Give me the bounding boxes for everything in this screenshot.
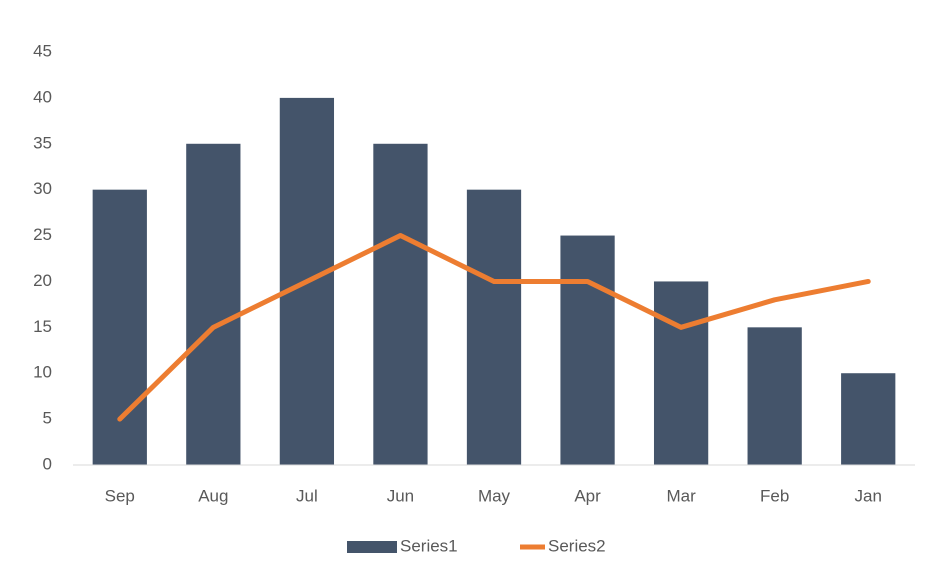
y-tick-label: 5	[43, 409, 52, 428]
y-tick-label: 30	[33, 179, 52, 198]
legend-label: Series1	[400, 536, 458, 555]
bar	[747, 327, 802, 465]
y-tick-label: 45	[33, 41, 52, 60]
x-tick-label: Mar	[666, 486, 696, 505]
legend-label: Series2	[548, 536, 606, 555]
legend-swatch	[347, 541, 397, 553]
bar	[841, 373, 896, 465]
x-tick-label: Sep	[105, 486, 135, 505]
x-tick-label: Aug	[198, 486, 228, 505]
x-tick-label: May	[478, 486, 511, 505]
y-tick-label: 10	[33, 363, 52, 382]
x-tick-label: Jun	[387, 486, 414, 505]
bar	[92, 189, 147, 465]
y-tick-label: 25	[33, 225, 52, 244]
bar	[186, 143, 241, 465]
bar	[373, 143, 428, 465]
y-tick-label: 35	[33, 133, 52, 152]
bar	[560, 235, 615, 465]
x-tick-label: Jul	[296, 486, 318, 505]
x-tick-label: Feb	[760, 486, 789, 505]
line	[117, 233, 871, 422]
y-tick-label: 0	[43, 454, 52, 473]
x-tick-label: Jan	[855, 486, 882, 505]
bar	[466, 189, 522, 465]
x-tick-label: Apr	[574, 486, 601, 505]
y-tick-label: 15	[33, 317, 52, 336]
y-tick-label: 40	[33, 87, 52, 106]
bar	[653, 281, 709, 465]
y-tick-label: 20	[33, 271, 52, 290]
